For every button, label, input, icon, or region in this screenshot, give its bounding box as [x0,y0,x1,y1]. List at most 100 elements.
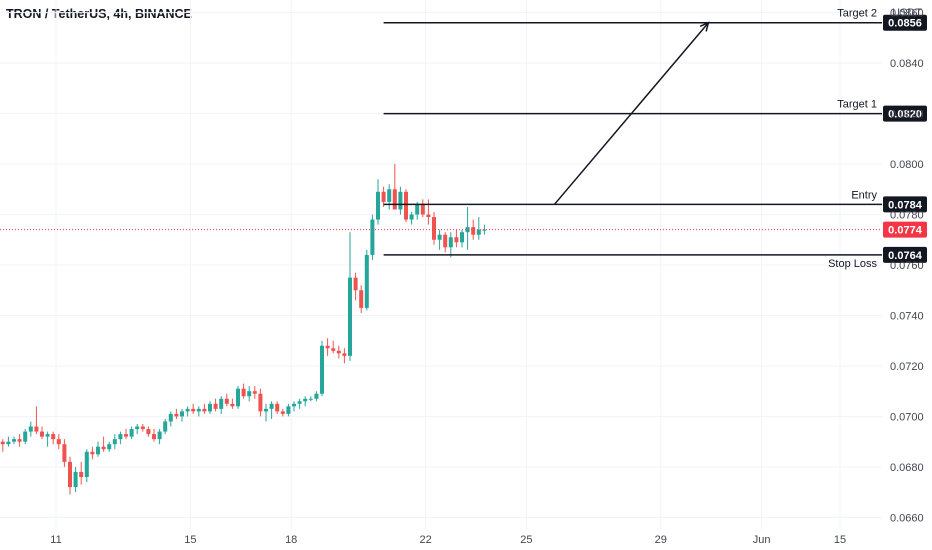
candle-up [314,393,319,399]
candle-down [381,191,386,202]
level-price-value: 0.0856 [888,18,922,30]
x-tick-label: 29 [655,534,667,546]
candle-down [34,426,39,432]
candle-up [303,398,308,402]
candle-up [179,411,185,417]
candle-up [185,408,190,412]
candle-up [45,434,50,437]
x-tick-label: Jun [753,534,771,546]
candle-down [191,408,196,412]
candle-down [426,214,431,218]
candle-down [342,353,347,356]
candle-up [135,426,140,430]
candle-up [196,408,201,412]
candle-down [146,429,151,435]
candle-up [375,191,381,220]
candle-up [107,444,112,450]
candle-down [123,434,129,437]
candle-up [319,345,325,394]
candle-up [297,401,302,404]
candle-down [56,439,61,445]
candle-up [415,204,420,215]
projection-arrowhead [699,21,710,32]
candle-up [347,277,353,356]
candle-up [387,189,392,202]
candle-up [269,403,274,409]
candle-down [241,388,246,397]
candle-down [471,227,476,235]
y-axis-unit-label: USDT [892,7,922,19]
y-tick-label: 0.0800 [890,159,924,171]
candle-up [28,426,33,432]
level-price-value: 0.0820 [888,109,922,121]
candle-down [213,403,218,409]
candle-up [73,471,78,488]
candle-down [325,345,330,349]
candle-down [230,403,235,407]
level-price-badge [883,105,927,122]
candle-up [398,191,403,210]
candle-up [95,446,101,455]
y-tick-label: 0.0740 [890,310,924,322]
candle-up [459,232,465,243]
x-tick-label: 15 [834,534,846,546]
level-price-badge [883,246,927,263]
candle-down [79,471,84,477]
candle-up [308,398,313,400]
candles [0,164,487,495]
current-price-value: 0.0774 [888,225,923,237]
candle-down [431,217,437,240]
candle-down [17,439,22,442]
candle-up [465,227,470,233]
candle-up [163,421,168,432]
y-tick-label: 0.0680 [890,462,924,474]
candle-up [157,431,162,440]
level-price-value: 0.0764 [888,250,923,262]
price-levels: 0.0774 Target 2 0.0856 Target 1 0.0820 Entry 0… [0,8,927,270]
candle-up [207,403,213,412]
y-tick-label: 0.0840 [890,58,924,70]
candle-up [129,429,134,437]
candle-down [62,444,67,462]
x-tick-label: 11 [50,534,61,546]
x-tick-label: 18 [285,534,297,546]
candle-down [420,204,425,215]
level-name-label: Target 1 [837,99,877,111]
candle-down [359,290,364,308]
x-tick-label: 25 [520,534,532,546]
candle-down [51,434,56,440]
y-tick-label: 0.0820 [890,109,924,121]
y-tick-label: 0.0780 [890,210,924,222]
candle-up [168,413,173,422]
candle-down [67,461,73,488]
candle-up [482,229,487,231]
candle-down [101,446,106,450]
candle-up [370,219,375,255]
level-name-label: Target 2 [837,8,877,20]
candle-down [0,441,5,445]
axes: USDT 0.0660 0.0680 0.0700 0.0720 0.0740 0.076… [50,7,923,546]
candle-up [286,406,291,414]
candle-up [247,391,252,397]
candle-down [275,403,280,412]
candle-down [224,398,229,404]
x-tick-label: 22 [419,534,431,546]
candle-up [364,254,369,308]
grid-lines [0,0,882,530]
candle-up [219,398,224,409]
level-price-value: 0.0784 [888,199,923,211]
candle-up [6,441,11,445]
candle-up [263,408,269,412]
candle-up [476,229,481,235]
projection-line [553,22,709,205]
y-tick-label: 0.0860 [890,8,924,20]
candle-up [437,234,442,240]
level-price-badge [883,196,927,213]
candle-up [291,403,297,407]
candle-down [392,189,397,210]
candle-up [448,237,453,248]
candle-down [331,348,336,351]
candle-down [403,191,409,220]
candle-down [336,350,341,354]
